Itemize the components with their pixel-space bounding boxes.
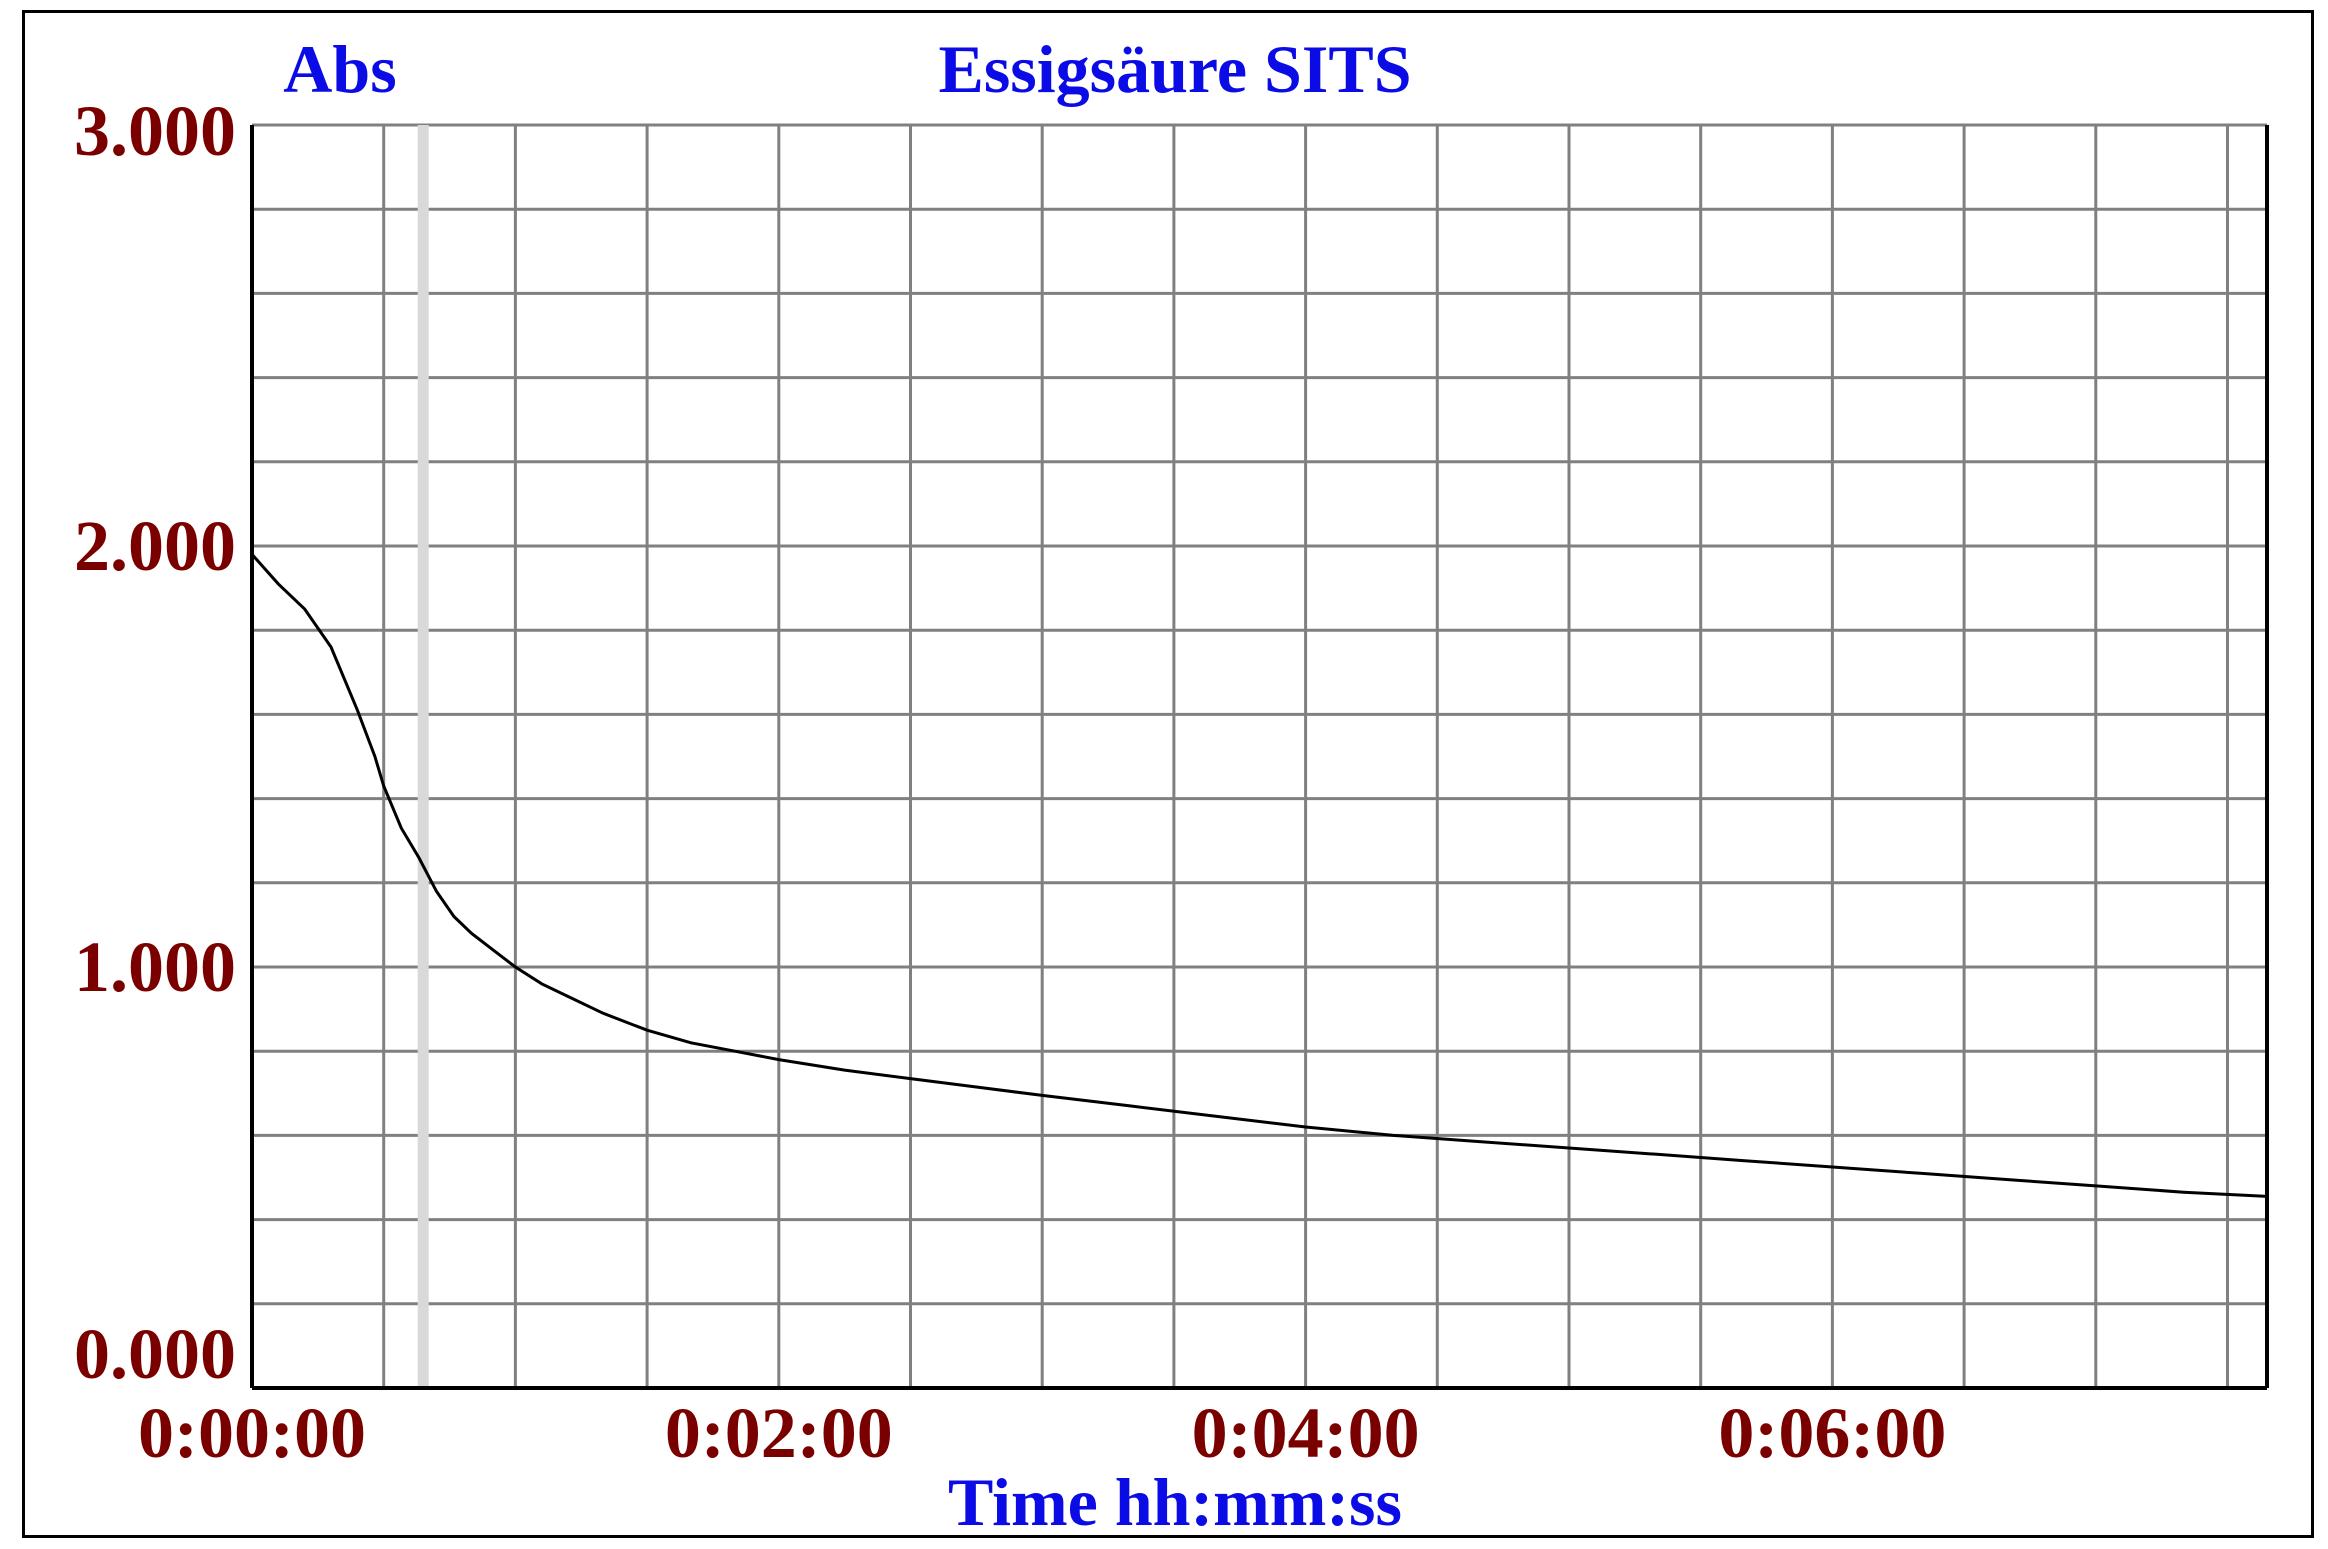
y-tick-label: 0.000 <box>74 1314 236 1394</box>
y-tick-label: 1.000 <box>74 927 236 1007</box>
y-tick-labels: 0.000 1.000 2.000 3.000 <box>74 91 236 1394</box>
chart-frame <box>22 10 2314 1538</box>
chart-grid <box>252 123 2269 1388</box>
x-tick-label: 0:02:00 <box>665 1393 893 1473</box>
chart-title: Essigsäure SITS <box>938 31 1411 107</box>
x-tick-labels: 0:00:00 0:02:00 0:04:00 0:06:00 <box>138 1393 1946 1473</box>
x-tick-label: 0:04:00 <box>1192 1393 1420 1473</box>
y-tick-label: 3.000 <box>74 91 236 171</box>
x-axis-label: Time hh:mm:ss <box>948 1464 1402 1540</box>
y-tick-label: 2.000 <box>74 506 236 586</box>
y-axis-label: Abs <box>283 31 396 107</box>
x-tick-label: 0:06:00 <box>1718 1393 1946 1473</box>
data-line <box>250 553 2268 1198</box>
x-tick-label: 0:00:00 <box>138 1393 366 1473</box>
